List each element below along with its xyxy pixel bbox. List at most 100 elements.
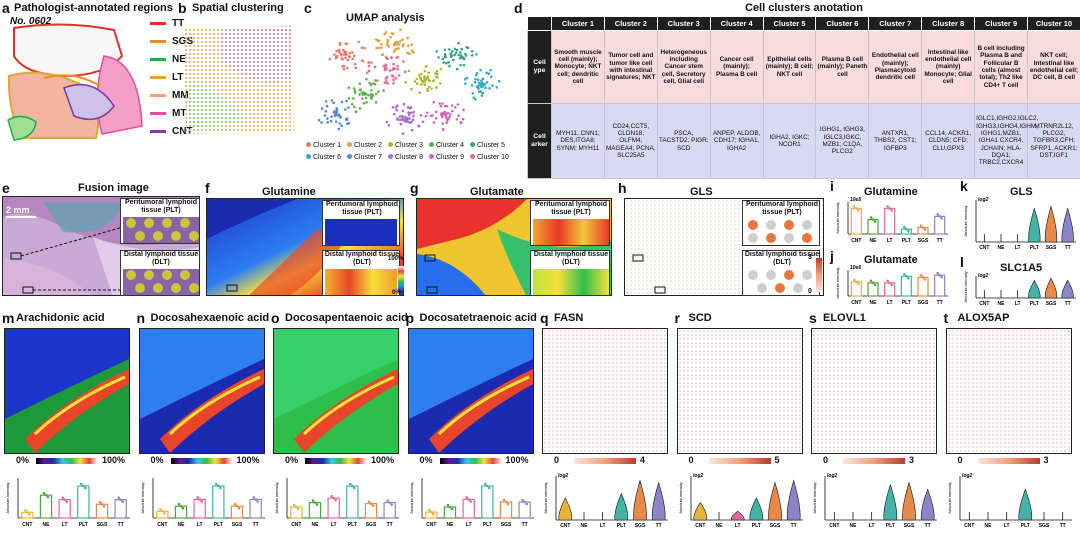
umap-point [347, 86, 351, 90]
x-tick-label: PLT [1020, 523, 1029, 528]
violin [767, 481, 782, 521]
umap-legend-item: Cluster 8 [388, 154, 423, 161]
data-point [871, 218, 875, 221]
umap-point [431, 114, 434, 117]
umap-point [395, 108, 399, 112]
x-tick-label: NE [446, 522, 454, 528]
row-header: Cell arker [527, 103, 552, 179]
umap-point [484, 86, 487, 90]
x-tick-label: TT [937, 238, 943, 244]
glutamate-inset-plt: Peritumoral lymphoid tissue (PLT) [530, 200, 610, 246]
bar [230, 505, 243, 519]
umap-point [479, 82, 483, 86]
data-point [353, 486, 356, 490]
data-point [905, 227, 908, 231]
umap-legend-item: Cluster 6 [306, 154, 341, 161]
inset-caption: Distal lymphoid tissue (DLT) [123, 251, 199, 266]
panel-e-title: Fusion image [78, 182, 149, 194]
legend-item: CNT [150, 126, 193, 137]
umap-point [380, 42, 383, 46]
y-axis-label: Absolute intensity [678, 482, 683, 513]
umap-point [474, 77, 477, 81]
data-point [886, 279, 889, 283]
x-tick-label: LT [869, 523, 875, 528]
panel-d-letter: d [514, 0, 523, 16]
umap-point [434, 86, 438, 89]
data-point [873, 220, 877, 223]
data-point [315, 503, 319, 506]
umap-point [339, 116, 343, 119]
x-tick-label: CNT [979, 301, 989, 306]
umap-point [403, 70, 407, 74]
fusion-inset-plt: Peritumoral lymphoid tissue (PLT) [120, 198, 200, 244]
data-point [869, 216, 873, 219]
data-point [80, 482, 83, 486]
umap-point [384, 77, 388, 80]
umap-point [404, 80, 408, 84]
metabolite-heatmap [4, 328, 130, 454]
umap-point [396, 118, 399, 121]
bar [884, 282, 896, 297]
umap-point [457, 114, 460, 117]
panel-a-letter: a [2, 0, 10, 16]
umap-point [360, 46, 364, 50]
x-tick-label: NE [312, 522, 320, 528]
umap-point [481, 91, 485, 95]
umap-point [396, 104, 399, 107]
legend-swatch [150, 22, 166, 25]
data-point [330, 494, 333, 498]
umap-point [363, 46, 366, 50]
umap-legend-item: Cluster 7 [347, 154, 382, 161]
umap-point [446, 111, 450, 115]
colorbar-max: 100% [505, 455, 529, 465]
data-point [936, 271, 939, 275]
umap-point [466, 46, 470, 50]
glutamine-colorbar [398, 266, 404, 292]
data-point [160, 509, 164, 513]
legend-label: MT [172, 108, 187, 119]
x-tick-label: PLT [1030, 245, 1039, 250]
data-point [940, 217, 943, 220]
legend-label: SGS [172, 36, 194, 47]
table-header: Cluster 8 [921, 16, 976, 31]
umap-point [346, 58, 350, 62]
umap-point [418, 74, 421, 77]
y-axis-label: Absolute intensity [812, 482, 817, 513]
umap-point [445, 121, 448, 124]
umap-point [350, 102, 354, 106]
bar [499, 501, 512, 519]
table-cell: NKT cell; Intestinal like endothelial ce… [1027, 30, 1080, 104]
y-axis-label: Absolute intensity [963, 205, 968, 236]
umap-point [423, 69, 427, 73]
umap-point [347, 55, 351, 59]
colorbar-top: 3 [808, 254, 812, 261]
data-point [26, 510, 29, 514]
legend-item: LT [150, 72, 183, 83]
umap-point [382, 89, 385, 92]
umap-point [406, 106, 410, 109]
unit-label: log2 [827, 473, 837, 479]
metabolite-heatmap [273, 328, 399, 454]
data-point [121, 500, 124, 504]
glutamate-inset-dlt: Distal lymphoid tissue (DLT) [530, 250, 610, 296]
umap-point [443, 110, 447, 114]
umap-point [373, 82, 377, 86]
data-point [179, 504, 182, 508]
umap-point [390, 56, 393, 60]
umap-point [402, 60, 405, 63]
umap-point [401, 118, 404, 122]
data-point [853, 278, 856, 282]
data-point [44, 493, 48, 497]
data-point [293, 503, 296, 507]
umap-point [442, 61, 446, 64]
umap-point [373, 79, 377, 82]
umap-point [423, 75, 426, 78]
umap-point [385, 56, 388, 60]
umap-point [366, 71, 369, 75]
umap-point [367, 64, 371, 68]
colorbar-max: 100% [102, 455, 126, 465]
umap-point [328, 57, 332, 61]
y-axis-label: Absolute intensity [835, 267, 840, 298]
x-tick-label: CNT [851, 238, 861, 244]
umap-point [439, 67, 443, 71]
